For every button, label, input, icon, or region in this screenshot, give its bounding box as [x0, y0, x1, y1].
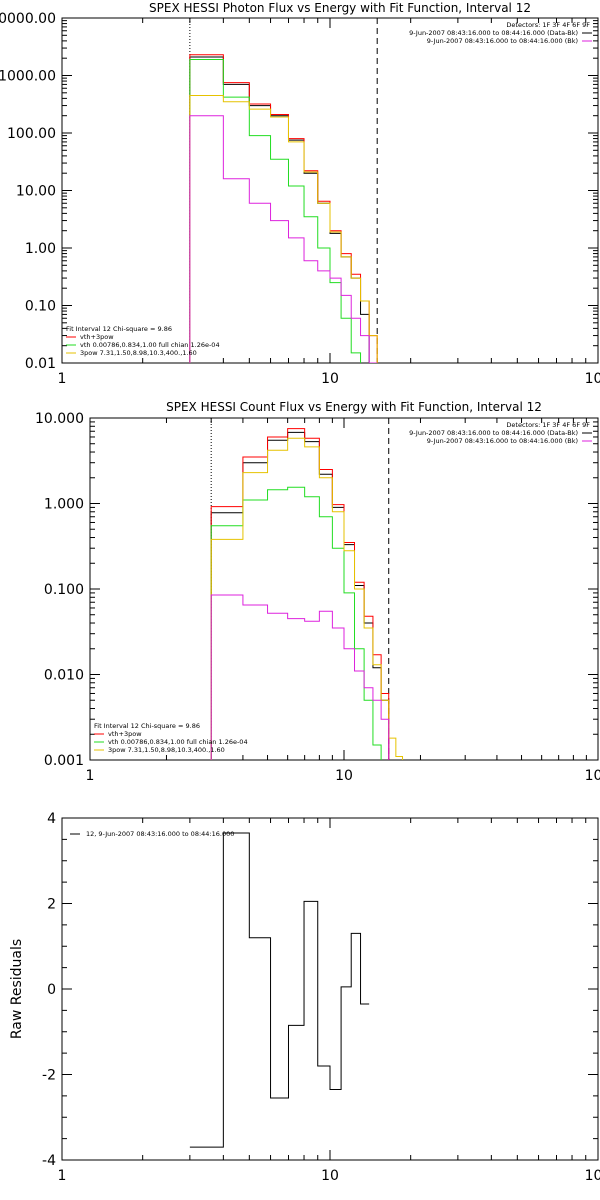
y-tick-label: -4 — [42, 1153, 56, 1169]
y-tick-label: 100.00 — [7, 126, 56, 142]
series-line-vth — [210, 486, 382, 760]
series-line-vth-3pow — [210, 428, 390, 760]
plot-frame — [61, 17, 599, 364]
legend-entry: 3pow 7.31,1.50,8.98,10.3,400.,1.60 — [80, 349, 197, 357]
x-tick-label: 1 — [58, 1168, 67, 1184]
legend-entry: vth 0.00786,0.834,1.00 full chian 1.26e-… — [108, 738, 248, 746]
y-tick-label: 0.001 — [44, 753, 84, 769]
y-tick-label: 10.000 — [35, 411, 84, 427]
y-tick-label: 10.00 — [16, 184, 56, 200]
chart-title: SPEX HESSI Count Flux vs Energy with Fit… — [166, 400, 542, 414]
y-tick-label: 2 — [47, 897, 56, 913]
x-tick-label: 10 — [321, 371, 339, 387]
x-tick-label: 10 — [335, 768, 353, 784]
y-tick-label: 1000.00 — [0, 69, 56, 85]
chart-panel-3: 1 10 100 -4 -2 0 2 4 Raw Residuals 12, 9-Jun-2007… — [9, 811, 600, 1184]
series-line-data-bk — [189, 56, 378, 363]
chart-panel-2: SPEX HESSI Count Flux vs Energy with Fit… — [35, 400, 600, 784]
series-line-data-bk — [210, 431, 390, 760]
x-tick-label: 10 — [321, 1168, 339, 1184]
plot-frame — [61, 817, 599, 1161]
chart-title: SPEX HESSI Photon Flux vs Energy with Fi… — [149, 1, 531, 15]
series-group — [210, 428, 404, 760]
y-axis-label: Raw Residuals — [9, 939, 25, 1039]
legend-entry: 9-Jun-2007 08:43:16.000 to 08:44:16.000 … — [409, 29, 578, 37]
x-tick-label: 100 — [585, 371, 600, 387]
series-line-bk — [189, 115, 378, 363]
legend-entry: 9-Jun-2007 08:43:16.000 to 08:44:16.000 … — [409, 429, 578, 437]
legend-entry: Fit Interval 12 Chi-square = 9.86 — [94, 722, 200, 730]
y-tick-label: 0.01 — [25, 356, 56, 372]
x-tick-label: 100 — [585, 1168, 600, 1184]
y-tick-label: 0 — [47, 982, 56, 998]
legend-entry: Detectors: 1F 3F 4F 6F 9F — [506, 21, 590, 29]
series-line-3pow — [189, 94, 386, 363]
y-tick-label: 1.000 — [44, 497, 84, 513]
y-tick-label: 4 — [47, 811, 56, 827]
y-tick-label: 0.010 — [44, 668, 84, 684]
series-group — [189, 54, 386, 363]
series-line-bk — [210, 594, 390, 760]
x-tick-label: 1 — [86, 768, 95, 784]
y-tick-label: 0.10 — [25, 299, 56, 315]
series-line-3pow — [210, 437, 404, 760]
legend-entry: vth+3pow — [80, 333, 114, 341]
y-tick-label: 10000.00 — [0, 11, 56, 27]
series-group — [189, 832, 370, 1148]
legend-entry: vth 0.00786,0.834,1.00 full chian 1.26e-… — [80, 341, 220, 349]
legend-entry: 3pow 7.31,1.50,8.98,10.3,400.,1.60 — [108, 746, 225, 754]
x-tick-label: 100 — [585, 768, 600, 784]
y-tick-label: 1.00 — [25, 241, 56, 257]
series-line-vth-3pow — [189, 54, 386, 363]
x-tick-label: 1 — [58, 371, 67, 387]
series-line-vth — [189, 58, 370, 363]
legend-entry: Detectors: 1F 3F 4F 6F 9F — [506, 421, 590, 429]
legend-entry: 9-Jun-2007 08:43:16.000 to 08:44:16.000 … — [427, 37, 578, 45]
series-line-residuals — [189, 832, 370, 1148]
legend-entry: 9-Jun-2007 08:43:16.000 to 08:44:16.000 … — [427, 437, 578, 445]
legend-entry: Fit Interval 12 Chi-square = 9.86 — [66, 325, 172, 333]
legend-entry: vth+3pow — [108, 730, 142, 738]
y-tick-label: -2 — [42, 1068, 56, 1084]
chart-panel-1: SPEX HESSI Photon Flux vs Energy with Fi… — [0, 1, 600, 387]
legend-entry: 12, 9-Jun-2007 08:43:16.000 to 08:44:16.… — [86, 830, 234, 838]
y-tick-label: 0.100 — [44, 582, 84, 598]
